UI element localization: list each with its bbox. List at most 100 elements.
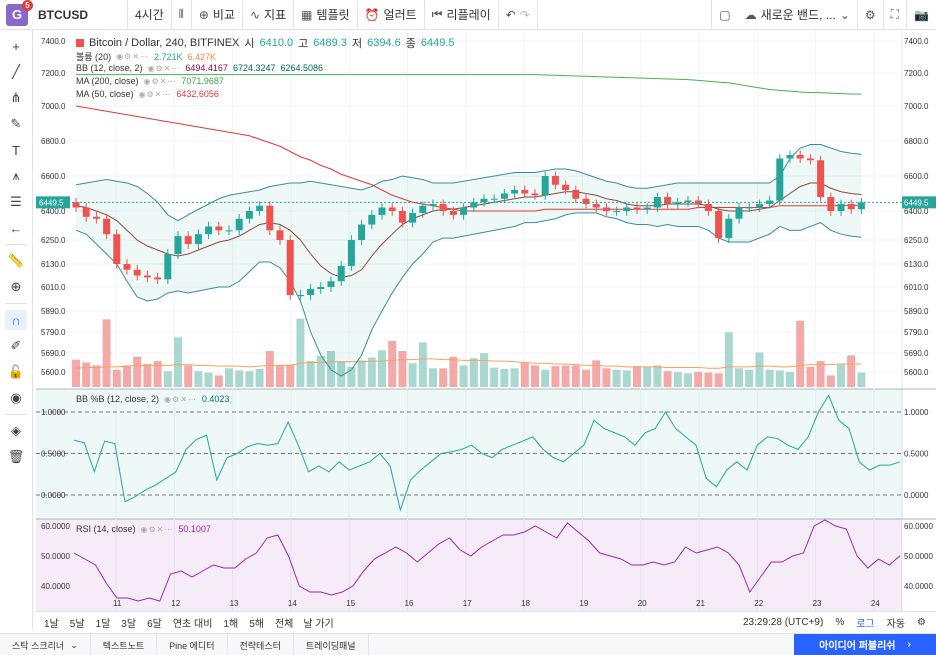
legend-controls[interactable]: ◉⚙✕⋯ (116, 52, 149, 61)
range-button[interactable]: 1날 (44, 619, 59, 630)
publish-idea-button[interactable]: 아이디어 퍼블리쉬 › (794, 634, 936, 655)
candle-body (368, 214, 376, 225)
candle-body (470, 202, 478, 208)
bb-fill (76, 144, 862, 376)
tab-strategy-tester[interactable]: 전략테스터 (228, 634, 294, 655)
pitchfork-icon[interactable]: ⋔ (10, 90, 22, 105)
bbp-tick-left: 0.0000 (41, 491, 66, 500)
lock-icon[interactable]: 🔓 (7, 364, 25, 379)
compare-button[interactable]: ⊕ 비교 (192, 0, 243, 30)
candle-body (245, 211, 253, 219)
range-button[interactable]: 6달 (147, 619, 162, 630)
range-button[interactable]: 연초 대비 (172, 619, 213, 630)
candle-body (480, 198, 488, 203)
time-tick: 21 (696, 599, 705, 608)
layout-name-button[interactable]: ☁ 새로운 밴드, ... ⌄ (738, 0, 858, 30)
chevron-down-icon: ⌄ (839, 7, 850, 22)
alert-button[interactable]: ⏰ 얼러트 (358, 0, 425, 30)
trend-line-icon[interactable]: ╱ (12, 64, 20, 79)
undo-icon[interactable]: ↶ (505, 7, 516, 22)
snapshot-button[interactable]: 📷 (907, 0, 936, 30)
settings-button[interactable]: ⚙ (858, 0, 884, 30)
text-tool-icon[interactable]: T (12, 142, 20, 158)
redo-icon[interactable]: ↷ (519, 7, 530, 22)
rsi-legend[interactable]: RSI (14, close) ◉⚙✕⋯ 50.1007 (76, 524, 211, 534)
price-tick-right: 7200.0 (904, 69, 929, 78)
replay-button[interactable]: ⏮ 리플레이 (425, 0, 499, 30)
volume-bar (469, 358, 478, 387)
eye-icon[interactable]: ◉ (10, 390, 22, 405)
percent-toggle[interactable]: % (835, 617, 845, 628)
tab-text-notes[interactable]: 텍스트노트 (91, 634, 158, 655)
indicator-wave-icon: ∿ (249, 7, 261, 22)
log-toggle[interactable]: 로그 (856, 619, 875, 630)
auto-toggle[interactable]: 자동 (886, 619, 906, 630)
trash-icon[interactable]: 🗑 (7, 449, 25, 464)
range-button[interactable]: 5해 (249, 619, 264, 630)
range-button[interactable]: 5날 (69, 619, 85, 630)
indicators-button[interactable]: ∿ 지표 (243, 0, 295, 30)
time-tick: 15 (346, 599, 355, 608)
bb-legend[interactable]: BB (12, close, 2) ◉⚙✕⋯ 6494.4167 6724.3247… (76, 63, 324, 73)
tab-pine-editor[interactable]: Pine 에디터 (157, 634, 228, 655)
goto-date-button[interactable]: 날 가기 (303, 619, 334, 630)
legend-controls[interactable]: ◉⚙✕⋯ (138, 89, 172, 99)
lock-draw-icon[interactable]: ✐ (10, 338, 22, 353)
bbp-tick-left: 0.5000 (41, 450, 66, 459)
line-0 (75, 105, 862, 212)
templates-button[interactable]: ▦ 템플릿 (294, 0, 358, 30)
volume-bar (378, 350, 386, 387)
last-price-label-right: 6449.5 (904, 198, 929, 207)
rsi-tick-right: 50.0000 (904, 552, 933, 561)
volume-bar (245, 371, 254, 387)
arrow-back-icon[interactable]: ← (9, 220, 23, 236)
interval-button[interactable]: 4시간 (128, 0, 172, 30)
chart-canvas[interactable]: 7400.0 7400.0 7200.0 7200.0 7000.0 7000.0 6800… (36, 30, 936, 611)
price-tick-right: 5690.0 (904, 349, 929, 358)
range-buttons: 1날 5날 1달 3달 6달 연초 대비 1해 5해 전체 (36, 615, 293, 630)
volume-bar (694, 371, 703, 387)
range-button[interactable]: 1해 (223, 619, 239, 630)
chart-type-button[interactable]: ⫴ (172, 0, 192, 30)
brush-icon[interactable]: ✎ (10, 116, 22, 131)
ma200-legend[interactable]: MA (200, close) ◉⚙✕⋯ 7071.9687 (76, 76, 224, 86)
legend-controls[interactable]: ◉⚙✕⋯ (147, 63, 181, 73)
price-tick-left: 7400.0 (41, 37, 66, 46)
volume-legend[interactable]: 볼륨 (20) ◉⚙✕⋯ 2.721K 6.427K (76, 51, 216, 63)
candle-body (337, 265, 345, 282)
fullscreen-button[interactable]: ⛶ (884, 0, 908, 30)
layout-select[interactable]: ▢ (711, 0, 737, 30)
candle-body (531, 193, 539, 196)
candle-body (235, 218, 243, 231)
tab-stock-screener[interactable]: 스탁 스크리너 ⌄ (0, 634, 91, 655)
tab-trading-panel[interactable]: 트레이딩패널 (294, 634, 369, 655)
range-button[interactable]: 전체 (274, 619, 294, 630)
crosshair-icon[interactable]: + (12, 38, 20, 54)
symbol-search[interactable]: BTCUSD (28, 0, 128, 30)
ma50-legend[interactable]: MA (50, close) ◉⚙✕⋯ 6432.6056 (76, 89, 219, 99)
layers-icon[interactable]: ◈ (11, 423, 21, 438)
gear-icon[interactable]: ⚙ (917, 617, 926, 628)
volume-bar (571, 365, 580, 387)
magnet-icon[interactable]: ∩ (5, 310, 27, 330)
chart-area[interactable]: 7400.0 7400.0 7200.0 7200.0 7000.0 7000.0 6800… (36, 30, 936, 630)
bbp-legend[interactable]: BB %B (12, close, 2) ◉⚙✕⋯ 0.4023 (76, 394, 230, 404)
rsi-line (73, 519, 901, 602)
volume-bar (826, 375, 835, 387)
range-button[interactable]: 3달 (121, 619, 137, 630)
fib-icon[interactable]: ☰ (10, 194, 22, 209)
candle-body (633, 207, 641, 210)
volume-bar (663, 371, 672, 387)
range-button[interactable]: 1달 (95, 619, 111, 630)
zoom-in-icon[interactable]: ⊕ (10, 279, 22, 294)
legend-controls[interactable]: ◉⚙✕⋯ (143, 76, 177, 86)
legend-controls[interactable]: ◉⚙✕⋯ (140, 524, 174, 534)
ruler-icon[interactable]: 📏 (7, 253, 25, 268)
pattern-icon[interactable]: ⩚ (12, 168, 20, 183)
time-tick: 19 (579, 599, 588, 608)
legend-controls[interactable]: ◉⚙✕⋯ (164, 394, 197, 404)
candle-body (551, 176, 559, 185)
candle-body (388, 207, 396, 211)
clock: 23:29:28 (UTC+9) (742, 617, 824, 628)
